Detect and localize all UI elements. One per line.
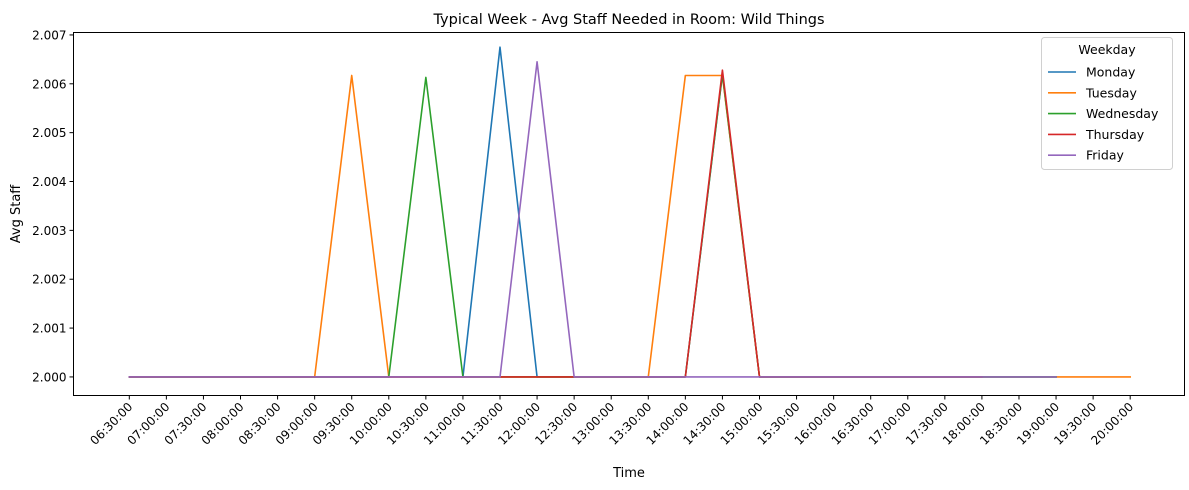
legend-box	[1041, 37, 1173, 170]
series-layer	[128, 46, 1131, 378]
series-line-tuesday	[128, 74, 1131, 378]
y-tick-label: 2.001	[32, 322, 66, 336]
series-line-wednesday	[128, 73, 1057, 378]
y-tick-label: 2.000	[32, 370, 66, 384]
y-tick-label: 2.003	[32, 224, 66, 238]
legend-label-thursday: Thursday	[1085, 127, 1145, 142]
axes-layer	[73, 32, 1185, 396]
legend-label-monday: Monday	[1086, 65, 1136, 80]
y-axis: 2.000 2.001 2.002 2.003 2.004 2.005 2.006 2.007	[32, 28, 74, 384]
legend-label-wednesday: Wednesday	[1086, 106, 1159, 121]
y-tick-label: 2.004	[32, 175, 66, 189]
legend-title: Weekday	[1078, 42, 1136, 57]
legend-label-tuesday: Tuesday	[1085, 85, 1137, 100]
x-axis: 06:30:0007:00:0007:30:0008:00:0008:30:00…	[87, 395, 1136, 448]
plot-frame	[73, 32, 1185, 396]
series-line-monday	[128, 46, 1057, 378]
y-tick-label: 2.007	[32, 28, 66, 42]
y-tick-label: 2.002	[32, 273, 66, 287]
legend: Weekday Monday Tuesday Wednesday Thursday Fr…	[1041, 37, 1173, 170]
chart-title: Typical Week - Avg Staff Needed in Room:…	[432, 12, 824, 28]
series-line-friday	[128, 61, 1057, 378]
y-axis-label: Avg Staff	[9, 184, 24, 244]
y-tick-label: 2.006	[32, 77, 66, 91]
y-tick-label: 2.005	[32, 126, 66, 140]
x-axis-label: Time	[612, 466, 645, 481]
legend-label-friday: Friday	[1086, 148, 1124, 163]
